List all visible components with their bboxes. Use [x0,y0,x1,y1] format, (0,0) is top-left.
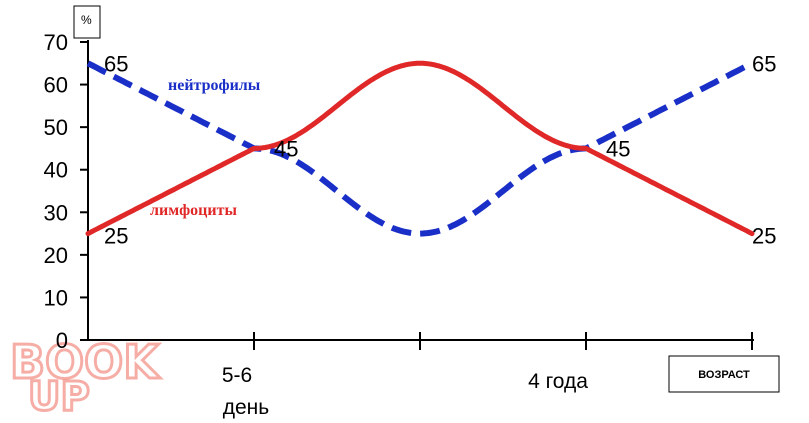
data-label: 25 [104,224,128,249]
series-line-1 [85,60,755,237]
x-tick-label-3: 4 года [528,370,588,393]
y-unit-box: % [73,5,101,39]
x-ticks [253,332,753,350]
data-label: 45 [274,136,298,161]
y-tick-label: 10 [44,285,68,310]
x-tick-label-1: 5-6 [222,364,252,387]
x-tick-labels: 5-6 день 4 года [222,364,588,419]
y-tick-label: 20 [44,243,68,268]
y-tick-label: 0 [56,328,68,353]
y-tick-label: 60 [44,73,68,98]
series-label-neutrophils: нейтрофилы [168,77,261,94]
watermark-line1: BOOK [10,335,161,389]
data-label: 65 [752,51,776,76]
y-tick-label: 70 [44,30,68,55]
series-label-lymphocytes: лимфоциты [150,202,237,219]
data-label: 25 [752,224,776,249]
data-label: 65 [104,51,128,76]
y-tick-label: 30 [44,200,68,225]
y-tick-label: 50 [44,115,68,140]
data-label: 45 [606,136,630,161]
x-axis-title: ВОЗРАСТ [698,369,750,381]
x-tick-label-1-line2: день [223,396,270,419]
y-unit-label: % [81,13,92,27]
series-lines [85,60,755,237]
y-tick-label: 40 [44,158,68,183]
data-labels: 65 45 45 65 25 25 [104,51,776,248]
bookup-watermark: BOOK UP [9,334,163,422]
series-line-0 [86,60,754,237]
y-ticks: 0 10 20 30 40 50 60 70 [44,30,88,353]
watermark-line2: UP [28,374,90,420]
x-axis-title-box: ВОЗРАСТ [668,355,780,393]
